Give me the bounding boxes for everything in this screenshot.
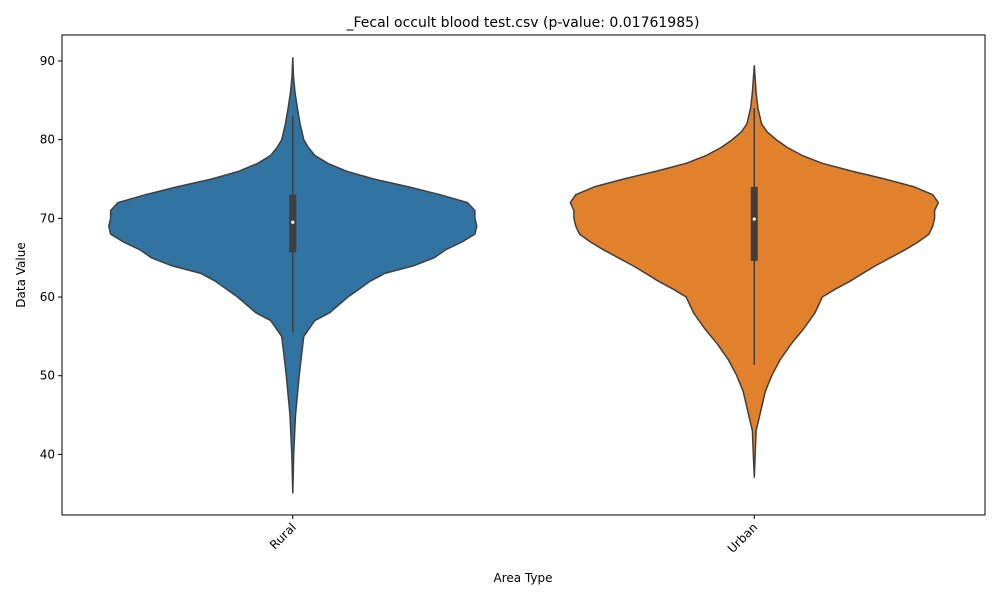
y-tick-label: 90: [40, 54, 55, 68]
y-axis-label: Data Value: [14, 242, 28, 307]
y-axis: 40 50 60 70 80 90: [40, 54, 62, 461]
y-tick-label: 70: [40, 211, 55, 225]
y-tick-label: 60: [40, 290, 55, 304]
x-axis-label: Area Type: [494, 571, 553, 585]
y-tick-label: 50: [40, 369, 55, 383]
chart-title: _Fecal occult blood test.csv (p-value: 0…: [346, 15, 700, 31]
violin-median-point: [752, 217, 756, 221]
x-axis: Rural Urban: [267, 515, 760, 556]
violin-median-point: [291, 220, 295, 224]
violins-layer: [108, 57, 940, 494]
violin-iqr-box: [750, 186, 758, 261]
x-tick-label: Rural: [267, 520, 299, 552]
y-tick-label: 80: [40, 133, 55, 147]
plot-area-frame: [61, 34, 986, 516]
y-tick-label: 40: [40, 447, 55, 461]
x-tick-label: Urban: [725, 520, 761, 556]
